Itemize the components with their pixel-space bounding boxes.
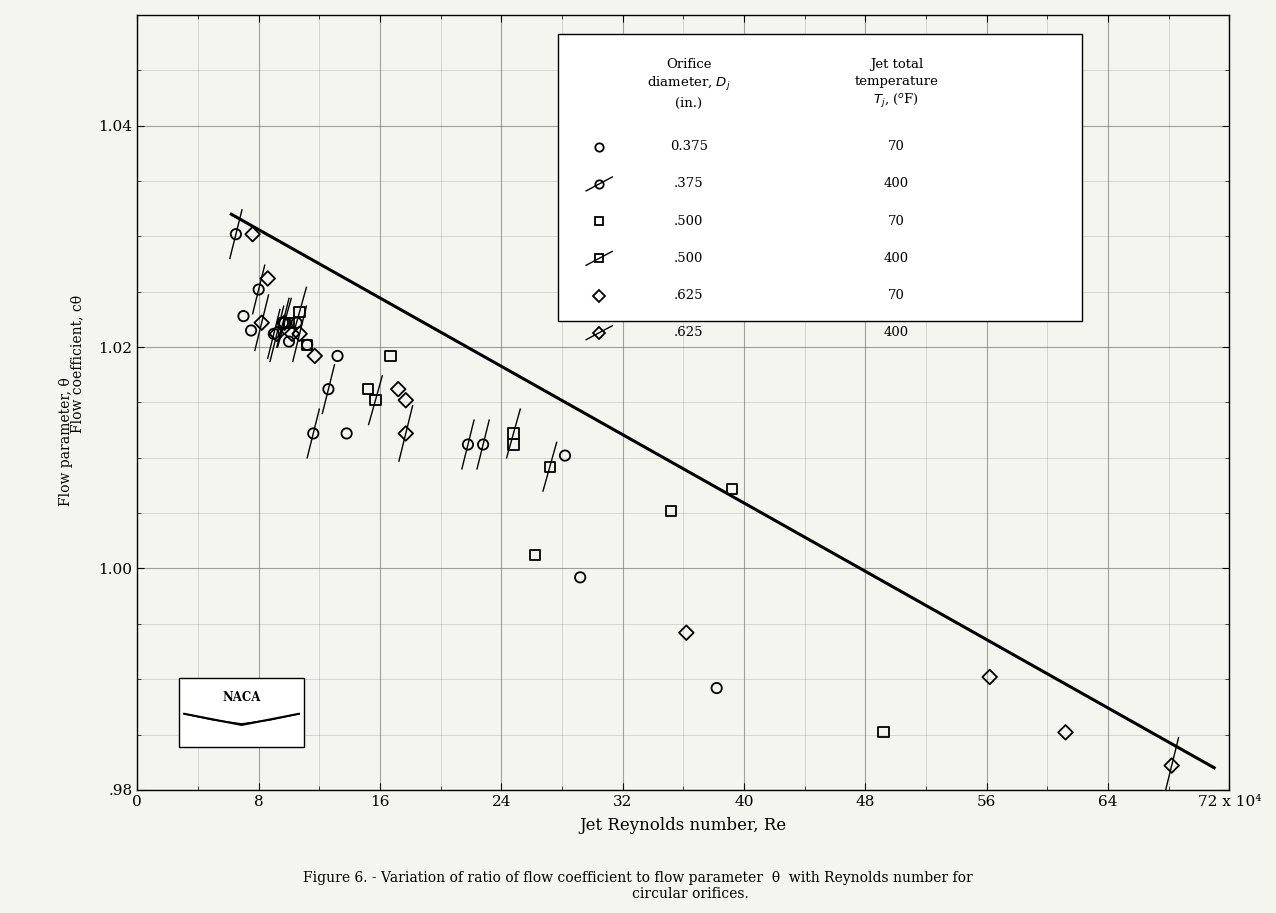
Point (251, 315, 272, 330)
X-axis label: Jet Reynolds number, Re: Jet Reynolds number, Re (579, 817, 787, 834)
Point (1161, 758, 1182, 772)
Text: .375: .375 (674, 177, 703, 191)
Point (570, 570, 591, 584)
Point (226, 227, 246, 242)
Point (980, 669, 1000, 684)
Text: .625: .625 (674, 326, 703, 340)
Point (297, 338, 318, 352)
Point (274, 315, 295, 330)
Text: 400: 400 (884, 252, 909, 265)
Point (286, 315, 306, 330)
Point (473, 437, 494, 452)
Point (555, 448, 575, 463)
Point (503, 437, 523, 452)
Text: NACA: NACA (222, 690, 260, 704)
Point (458, 437, 478, 452)
Text: .500: .500 (674, 215, 703, 227)
Text: Flow coefficient, cθ: Flow coefficient, cθ (70, 295, 84, 433)
Point (302, 426, 323, 441)
Point (388, 382, 408, 396)
Point (234, 309, 254, 323)
Point (503, 426, 523, 441)
Point (297, 338, 318, 352)
Point (540, 459, 560, 474)
Point (722, 481, 743, 496)
Point (282, 327, 302, 341)
Text: Orifice
diameter, $D_j$
(in.): Orifice diameter, $D_j$ (in.) (647, 58, 731, 110)
Point (249, 282, 269, 297)
Point (873, 725, 893, 740)
Text: .500: .500 (674, 252, 703, 265)
Point (1055, 725, 1076, 740)
Text: Flow parameter, θ: Flow parameter, θ (60, 377, 73, 506)
Point (328, 349, 348, 363)
Point (380, 349, 401, 363)
Point (357, 382, 378, 396)
Point (676, 625, 697, 640)
Text: 70: 70 (888, 215, 905, 227)
Text: .625: .625 (674, 289, 703, 302)
Point (267, 327, 287, 341)
FancyBboxPatch shape (179, 677, 305, 747)
Point (278, 334, 299, 349)
Point (273, 315, 293, 330)
Point (278, 315, 299, 330)
Point (318, 382, 338, 396)
Text: 0.375: 0.375 (670, 141, 708, 153)
Point (337, 426, 357, 441)
Point (524, 548, 545, 562)
Text: 70: 70 (888, 289, 905, 302)
Text: Figure 6. - Variation of ratio of flow coefficient to flow parameter  θ  with Re: Figure 6. - Variation of ratio of flow c… (304, 870, 972, 901)
Point (264, 327, 285, 341)
Point (258, 271, 278, 286)
Point (290, 327, 310, 341)
Point (305, 349, 325, 363)
Text: 400: 400 (884, 177, 909, 191)
Point (661, 504, 681, 519)
Point (396, 426, 416, 441)
FancyBboxPatch shape (558, 35, 1082, 321)
Text: 400: 400 (884, 326, 909, 340)
Text: 70: 70 (888, 141, 905, 153)
Point (241, 323, 262, 338)
Text: Jet total
temperature
$T_j$, ($^o$F): Jet total temperature $T_j$, ($^o$F) (855, 58, 938, 110)
Point (396, 393, 416, 407)
Point (274, 315, 295, 330)
Point (365, 393, 385, 407)
Point (290, 304, 310, 319)
Point (242, 227, 263, 242)
Point (707, 681, 727, 696)
